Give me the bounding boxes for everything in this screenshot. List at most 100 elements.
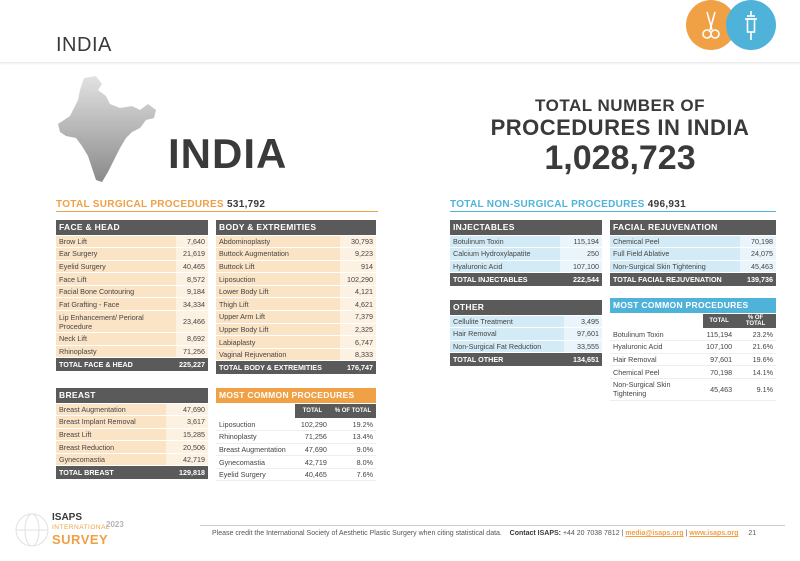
- table-row: Breast Augmentation 47,690: [56, 403, 208, 417]
- col-pct: % OF TOTAL: [329, 403, 376, 419]
- col-total: TOTAL: [295, 403, 330, 419]
- other-table: OTHER Cellulite Treatment 3,495 Hair Remo…: [450, 300, 602, 368]
- website-link[interactable]: www.isaps.org: [689, 530, 739, 537]
- table-title: INJECTABLES: [450, 220, 560, 236]
- isaps-survey-logo: ISAPS INTERNATIONAL 2023 SURVEY: [14, 508, 144, 553]
- col-total: TOTAL: [703, 313, 736, 329]
- table-row: Full Field Ablative 24,075: [610, 247, 776, 261]
- country-heading: INDIA: [168, 130, 288, 177]
- table-row: Facial Bone Contouring 9,184: [56, 285, 208, 299]
- table-row: Non-Surgical Fat Reduction 33,555: [450, 340, 602, 354]
- table-row: Breast Augmentation 47,690 9.0%: [216, 443, 376, 457]
- table-row: Upper Body Lift 2,325: [216, 323, 376, 337]
- page-title: INDIA: [56, 34, 112, 56]
- total-value: 1,028,723: [544, 139, 696, 177]
- table-total-row: TOTAL BREAST 129,818: [56, 465, 208, 481]
- table-row: Chemical Peel 70,198: [610, 235, 776, 249]
- scissors-icon: [702, 11, 720, 39]
- surgical-label: TOTAL SURGICAL PROCEDURES: [56, 199, 224, 210]
- logo-isaps: ISAPS: [52, 512, 83, 523]
- face-head-table: FACE & HEAD Brow Lift 7,640 Ear Surgery 21…: [56, 220, 208, 373]
- table-row: Neck Lift 8,692: [56, 332, 208, 346]
- table-row: Non-Surgical Skin Tightening 45,463 9.1%: [610, 378, 776, 401]
- table-row: Calcium Hydroxylapatite 250: [450, 247, 602, 261]
- table-row: Breast Lift 15,285: [56, 428, 208, 442]
- globe-icon: [15, 513, 49, 547]
- nonsurgical-divider: [450, 211, 776, 212]
- total-procedures: TOTAL NUMBER OF PROCEDURES IN INDIA 1,02…: [470, 96, 770, 178]
- table-title: FACIAL REJUVENATION: [610, 220, 740, 236]
- table-row: Hyaluronic Acid 107,100: [450, 260, 602, 274]
- table-row: Eyelid Surgery 40,465: [56, 260, 208, 274]
- table-title: MOST COMMON PROCEDURES: [216, 388, 376, 404]
- table-row: Brow Lift 7,640: [56, 235, 208, 249]
- table-total-row: TOTAL FACE & HEAD 225,227: [56, 357, 208, 373]
- table-row: Vaginal Rejuvenation 8,333: [216, 348, 376, 362]
- table-row: Gynecomastia 42,719 8.0%: [216, 455, 376, 469]
- table-row: Rhinoplasty 71,256: [56, 345, 208, 359]
- col-pct: % OF TOTAL: [735, 313, 776, 329]
- table-row: Lower Body Lift 4,121: [216, 285, 376, 299]
- logo-year: 2023: [106, 520, 124, 529]
- table-row: Hyaluronic Acid 107,100 21.6%: [610, 340, 776, 354]
- body-extremities-table: BODY & EXTREMITIES Abdominoplasty 30,793 …: [216, 220, 376, 376]
- table-row: Buttock Augmentation 9,223: [216, 247, 376, 261]
- total-line1: TOTAL NUMBER OF: [535, 96, 705, 115]
- table-row: Hair Removal 97,601: [450, 327, 602, 341]
- table-row: Thigh Lift 4,621: [216, 297, 376, 312]
- table-row: Labiaplasty 6,747: [216, 335, 376, 349]
- footer-phone: +44 20 7038 7812 |: [562, 530, 624, 537]
- table-title: BREAST: [56, 388, 166, 404]
- table-title: OTHER: [450, 300, 564, 316]
- table-row: Abdominoplasty 30,793: [216, 235, 376, 249]
- table-total-row: TOTAL OTHER 134,651: [450, 352, 602, 368]
- table-row: Breast Implant Removal 3,617: [56, 415, 208, 429]
- syringe-icon: [745, 11, 757, 40]
- total-line2: PROCEDURES IN INDIA: [490, 115, 750, 140]
- table-title: FACE & HEAD: [56, 220, 177, 236]
- table-row: Cellulite Treatment 3,495: [450, 315, 602, 329]
- table-row: Botulinum Toxin 115,194: [450, 235, 602, 249]
- footer-separator: |: [685, 530, 688, 537]
- most-common-surgical-table: MOST COMMON PROCEDURES TOTAL% OF TOTAL L…: [216, 388, 376, 482]
- table-row: Gynecomastia 42,719: [56, 453, 208, 467]
- page-number: 21: [748, 530, 757, 537]
- table-row: Fat Grafting - Face 34,334: [56, 297, 208, 312]
- surgical-section-heading: TOTAL SURGICAL PROCEDURES 531,792: [56, 199, 265, 210]
- most-common-nonsurgical-table: MOST COMMON PROCEDURES TOTAL% OF TOTAL B…: [610, 298, 776, 401]
- injectables-table: INJECTABLES Botulinum Toxin 115,194 Calci…: [450, 220, 602, 288]
- table-title: BODY & EXTREMITIES: [216, 220, 340, 236]
- table-row: Chemical Peel 70,198 14.1%: [610, 365, 776, 379]
- surgical-divider: [56, 211, 378, 212]
- footer: Please credit the International Society …: [212, 530, 756, 537]
- table-row: Face Lift 8,572: [56, 272, 208, 286]
- header-divider: [0, 62, 800, 65]
- logo-international: INTERNATIONAL: [52, 524, 111, 531]
- facial-rejuvenation-table: FACIAL REJUVENATION Chemical Peel 70,198 …: [610, 220, 776, 288]
- nonsurgical-total: 496,931: [647, 199, 686, 210]
- nonsurgical-section-heading: TOTAL NON-SURGICAL PROCEDURES 496,931: [450, 199, 686, 210]
- table-row: Upper Arm Lift 7,379: [216, 310, 376, 324]
- table-row: Eyelid Surgery 40,465 7.6%: [216, 468, 376, 482]
- india-map-icon: [58, 76, 156, 182]
- table-total-row: TOTAL FACIAL REJUVENATION 139,736: [610, 272, 776, 288]
- table-row: Liposuction 102,290: [216, 272, 376, 286]
- table-row: Rhinoplasty 71,256 13.4%: [216, 430, 376, 444]
- table-total-row: TOTAL BODY & EXTREMITIES 176,747: [216, 360, 376, 376]
- table-row: Botulinum Toxin 115,194 23.2%: [610, 328, 776, 342]
- table-row: Buttock Lift 914: [216, 260, 376, 274]
- nonsurgical-label: TOTAL NON-SURGICAL PROCEDURES: [450, 199, 645, 210]
- footer-contact-label: Contact ISAPS:: [509, 530, 561, 537]
- breast-table: BREAST Breast Augmentation 47,690 Breast …: [56, 388, 208, 481]
- table-row: Liposuction 102,290 19.2%: [216, 418, 376, 432]
- footer-credit: Please credit the International Society …: [212, 530, 502, 537]
- table-row: Non-Surgical Skin Tightening 45,463: [610, 260, 776, 274]
- email-link[interactable]: media@isaps.org: [625, 530, 684, 537]
- table-title: MOST COMMON PROCEDURES: [610, 298, 776, 314]
- nonsurgical-badge: [726, 0, 776, 50]
- surgical-total: 531,792: [226, 199, 266, 210]
- footer-divider: [200, 525, 785, 526]
- table-row: Ear Surgery 21,619: [56, 247, 208, 261]
- table-row: Hair Removal 97,601 19.6%: [610, 353, 776, 367]
- logo-survey: SURVEY: [52, 532, 109, 547]
